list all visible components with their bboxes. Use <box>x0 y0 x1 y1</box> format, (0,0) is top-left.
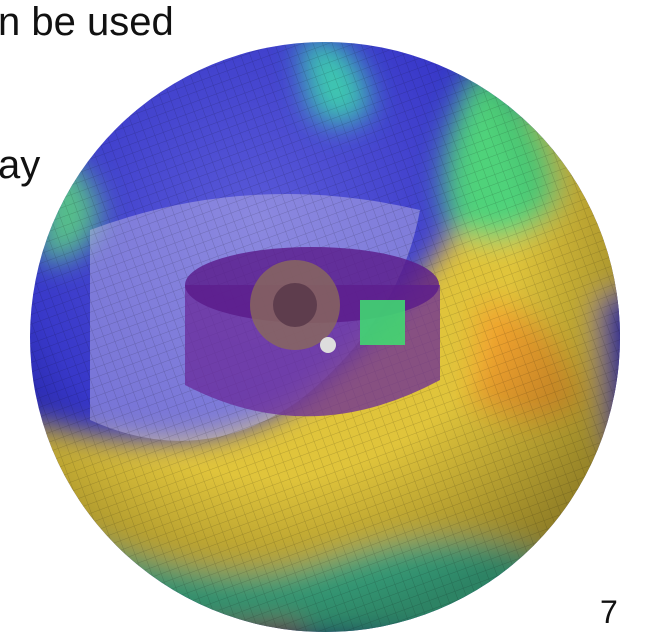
text-line: ay <box>0 143 41 187</box>
text-line: n be used <box>0 0 174 44</box>
page-number: 7 <box>600 594 618 630</box>
cylinder-model <box>185 247 440 417</box>
